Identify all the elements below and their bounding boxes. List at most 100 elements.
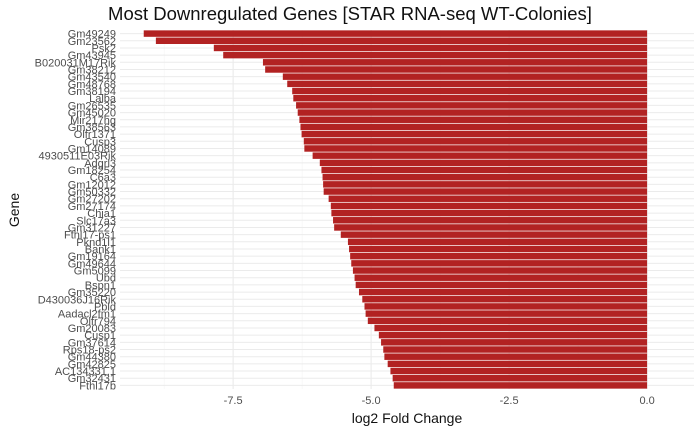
bar (362, 296, 648, 303)
bar (355, 281, 648, 289)
bar (390, 367, 648, 375)
bar (300, 123, 648, 131)
bar (374, 324, 648, 332)
y-tick-label: Adgrl3 (84, 158, 116, 170)
y-tick-label: Gm42825 (68, 359, 116, 371)
y-tick-label: Pknd1l1 (76, 237, 116, 249)
y-tick-label: Pbld (94, 301, 116, 313)
x-tick-label: -2.5 (500, 395, 519, 407)
bar (384, 353, 648, 360)
y-tick-label: Gm27202 (68, 194, 116, 206)
y-tick-label: Bank1 (85, 244, 116, 256)
bar (354, 274, 648, 281)
bar (296, 102, 648, 109)
y-tick-label: Rps18-ps2 (63, 345, 116, 357)
y-tick-label: Bspn1 (85, 280, 116, 292)
y-tick-label: Gm38212 (68, 64, 116, 76)
y-tick-label: Gm14089 (68, 143, 116, 155)
bar (293, 94, 648, 102)
y-tick-label: Gm26535 (68, 100, 116, 112)
bar (223, 51, 648, 59)
y-tick-label: Gm48768 (68, 79, 116, 91)
bar (350, 252, 648, 260)
bar (352, 267, 648, 274)
bar (287, 80, 648, 88)
y-tick-label: Gm49644 (68, 258, 116, 270)
y-tick-label: Ubd (96, 273, 116, 285)
y-tick-label: Gm43945 (68, 50, 116, 62)
y-tick-label: Gm38563 (68, 122, 116, 134)
bar (383, 346, 648, 353)
y-tick-label: Lalba (89, 93, 117, 105)
y-tick-label: Gm18254 (68, 165, 116, 177)
y-tick-label: Olfr794 (80, 316, 116, 328)
y-axis-title: Gene (6, 192, 22, 227)
y-tick-label: Gm19164 (68, 251, 116, 263)
y-tick-label: Gm31227 (68, 222, 116, 234)
bar (265, 66, 648, 73)
bar (331, 209, 648, 217)
bar (319, 159, 648, 167)
x-tick-label: -7.5 (224, 395, 243, 407)
y-tick-label: Gm35220 (68, 287, 116, 299)
y-tick-label: Gm43540 (68, 72, 116, 84)
y-tick-label: Gm27174 (68, 201, 116, 213)
bar (262, 59, 648, 66)
y-tick-label: C6a3 (90, 172, 116, 184)
bar (213, 44, 648, 52)
bar (282, 73, 648, 80)
bar (334, 224, 648, 231)
bar (367, 317, 648, 325)
bar (304, 145, 648, 152)
y-tick-label: Aadacl2fm1 (58, 309, 116, 321)
y-tick-label: Gm23562 (68, 36, 116, 48)
y-tick-label: Fthl17b (79, 380, 116, 392)
bar (349, 245, 648, 253)
bar (381, 339, 648, 346)
y-tick-label: Gm50332 (68, 187, 116, 199)
x-tick-label: -5.0 (362, 395, 381, 407)
y-tick-label: B020031M17Rik (35, 57, 117, 69)
bar (303, 138, 648, 145)
y-tick-label: Mir217hg (70, 115, 116, 127)
bar (312, 152, 648, 159)
bar (392, 374, 648, 382)
bar (322, 173, 648, 181)
bar (364, 303, 648, 310)
y-tick-label: Gm20083 (68, 323, 116, 335)
bar (333, 217, 648, 224)
y-tick-label: Gm12012 (68, 179, 116, 191)
bar (143, 30, 648, 37)
y-tick-label: Cusp1 (84, 330, 116, 342)
bar (378, 331, 648, 339)
bar (328, 195, 648, 202)
bar (351, 260, 648, 267)
bar (340, 231, 648, 238)
y-tick-label: Cusp3 (84, 136, 116, 148)
x-axis-title: log2 Fold Change (351, 410, 463, 426)
bar (358, 288, 648, 296)
bar (301, 130, 648, 138)
y-tick-label: Gm49249 (68, 29, 116, 41)
bar (321, 166, 648, 174)
bar (299, 116, 648, 123)
y-tick-label: AC134331.1 (55, 366, 116, 378)
y-tick-label: Gm44380 (68, 352, 116, 364)
y-tick-label: Gm45020 (68, 108, 116, 120)
bar (365, 310, 648, 317)
chart-title: Most Downregulated Genes [STAR RNA-seq W… (108, 3, 592, 24)
bar (297, 109, 648, 116)
bar (292, 87, 648, 95)
y-tick-label: D430036J16Rik (38, 294, 117, 306)
y-tick-label: Chia1 (87, 208, 116, 220)
y-tick-label: Gm37614 (68, 337, 116, 349)
bar (155, 37, 648, 45)
y-tick-label: 4930511E03Rik (39, 151, 117, 163)
x-tick-label: 0.0 (639, 395, 654, 407)
y-tick-label: Slc17a3 (76, 215, 116, 227)
bar (330, 202, 648, 210)
y-tick-label: Gm5099 (74, 266, 116, 278)
y-tick-label: Psk2 (92, 43, 116, 55)
